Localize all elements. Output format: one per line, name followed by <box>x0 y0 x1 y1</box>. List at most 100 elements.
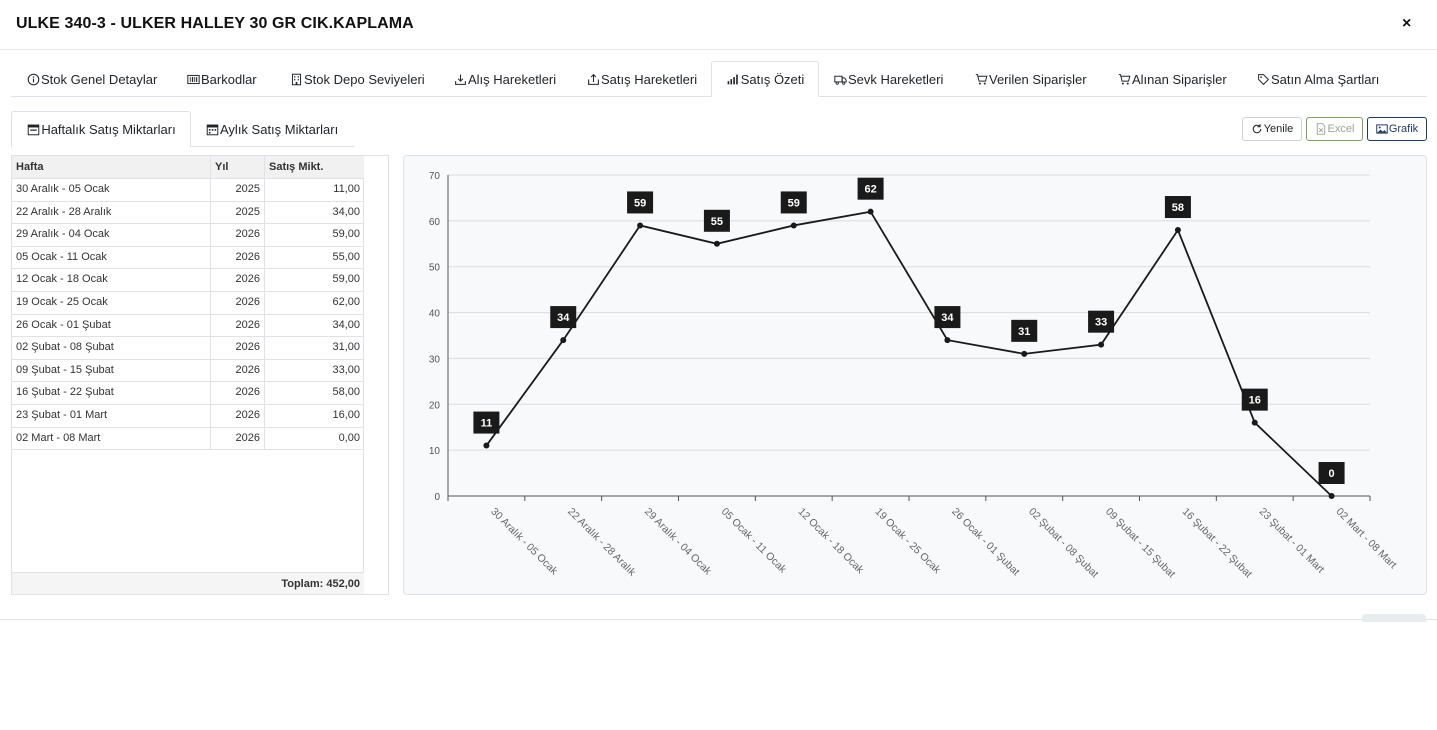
year-cell: 2025 <box>211 179 265 201</box>
upload-icon <box>586 72 600 86</box>
table-row[interactable]: 02 Mart - 08 Mart 2026 0,00 <box>12 427 364 451</box>
tab-sales-movements[interactable]: Satış Hareketleri <box>586 61 697 97</box>
data-label: 62 <box>864 184 876 196</box>
x-tick-label: 22 Aralık - 28 Aralık <box>565 506 638 579</box>
data-label-box <box>857 177 884 200</box>
table-row[interactable]: 22 Aralık - 28 Aralık 2025 34,00 <box>12 201 364 225</box>
bar-chart-icon <box>726 72 740 86</box>
weekly-sales-table-panel: Hafta Yıl Satış Mikt. 30 Aralık - 05 Oca… <box>11 155 389 595</box>
tag-icon <box>1256 72 1270 86</box>
table-row[interactable]: 29 Aralık - 04 Ocak 2026 59,00 <box>12 224 364 247</box>
sales-chart-panel: 0 10 20 30 40 50 60 70 30 Aralık - 05 Ocak 22 Ara… <box>403 155 1427 595</box>
tab-label: Haftalık Satış Miktarları <box>41 121 176 137</box>
quantity-cell: 34,00 <box>332 318 360 331</box>
close-button[interactable]: × <box>1402 15 1412 32</box>
table-header: Hafta Yıl Satış Mikt. <box>12 156 364 179</box>
chart-label: Grafik <box>1388 123 1419 135</box>
chart-view-button[interactable]: Grafik <box>1367 117 1427 141</box>
tab-monthly-sales[interactable]: Aylık Satış Miktarları <box>205 111 338 147</box>
tab-purchase-movements[interactable]: Alış Hareketleri <box>453 61 556 97</box>
truck-icon <box>833 72 847 86</box>
data-point <box>637 222 644 229</box>
column-header-week[interactable]: Hafta <box>12 156 211 179</box>
year-cell: 2026 <box>211 404 265 427</box>
y-tick-label: 40 <box>429 309 441 320</box>
tab-stock-general-details[interactable]: Stok Genel Detaylar <box>26 61 157 97</box>
quantity-cell: 0,00 <box>338 431 360 444</box>
table-total: Toplam: 452,00 <box>12 572 364 594</box>
sub-tab-bar: Haftalık Satış Miktarları Aylık Satış Mi… <box>11 111 354 147</box>
week-cell: 22 Aralık - 28 Aralık <box>12 201 211 224</box>
table-row[interactable]: 09 Şubat - 15 Şubat 2026 33,00 <box>12 359 364 383</box>
year-cell: 2026 <box>211 359 265 382</box>
year-cell: 2026 <box>211 269 265 292</box>
calendar-month-icon <box>205 122 219 136</box>
y-tick-label: 70 <box>429 171 441 182</box>
data-label: 58 <box>1172 202 1184 214</box>
refresh-button[interactable]: Yenile <box>1242 117 1302 141</box>
excel-export-button[interactable]: Excel <box>1306 117 1363 141</box>
data-label-box <box>934 306 961 329</box>
quantity-cell: 31,00 <box>332 341 360 354</box>
excel-label: Excel <box>1327 123 1355 135</box>
data-point <box>1174 227 1181 234</box>
weekly-sales-line-chart: 0 10 20 30 40 50 60 70 30 Aralık - 05 Ocak 22 Ara… <box>429 171 1399 581</box>
data-point <box>867 208 874 215</box>
y-tick-label: 50 <box>429 263 441 274</box>
week-cell: 02 Mart - 08 Mart <box>12 427 211 450</box>
tab-stock-warehouse-levels[interactable]: Stok Depo Seviyeleri <box>289 61 425 97</box>
tab-label: Satış Hareketleri <box>601 71 698 87</box>
tab-label: Sevk Hareketleri <box>848 71 944 87</box>
quantity-cell: 62,00 <box>332 295 360 308</box>
table-row[interactable]: 02 Şubat - 08 Şubat 2026 31,00 <box>12 337 364 360</box>
year-cell: 2026 <box>211 427 265 450</box>
cart-icon <box>1117 72 1131 86</box>
year-cell: 2025 <box>211 201 265 224</box>
data-label: 59 <box>788 197 800 209</box>
y-tick-label: 20 <box>429 400 441 411</box>
week-cell: 26 Ocak - 01 Şubat <box>12 314 211 337</box>
data-label-box <box>703 209 730 232</box>
stock-detail-modal: ULKE 340-3 - ULKER HALLEY 30 GR CIK.KAPL… <box>0 15 1437 620</box>
table-row[interactable]: 12 Ocak - 18 Ocak 2026 59,00 <box>12 269 364 292</box>
table-row[interactable]: 16 Şubat - 22 Şubat 2026 58,00 <box>12 382 364 405</box>
quantity-cell: 58,00 <box>332 386 360 399</box>
year-cell: 2026 <box>211 224 265 247</box>
data-label: 59 <box>634 197 646 209</box>
tab-label: Aylık Satış Miktarları <box>220 121 339 137</box>
data-point <box>1328 493 1335 499</box>
table-row[interactable]: 19 Ocak - 25 Ocak 2026 62,00 <box>12 291 364 315</box>
barcode-icon <box>186 72 200 86</box>
data-point <box>1021 350 1028 357</box>
quantity-cell: 33,00 <box>332 363 360 376</box>
table-row[interactable]: 26 Ocak - 01 Şubat 2026 34,00 <box>12 314 364 338</box>
x-tick-label: 02 Şubat - 08 Şubat <box>1026 506 1101 581</box>
tab-barcodes[interactable]: Barkodlar <box>186 61 257 97</box>
data-point <box>944 337 951 344</box>
column-header-quantity[interactable]: Satış Mikt. <box>269 161 324 173</box>
tab-label: Verilen Siparişler <box>989 71 1087 87</box>
info-icon <box>26 72 40 86</box>
table-row[interactable]: 05 Ocak - 11 Ocak 2026 55,00 <box>12 246 364 270</box>
data-point <box>713 240 720 247</box>
quantity-cell: 59,00 <box>332 273 360 286</box>
tab-weekly-sales[interactable]: Haftalık Satış Miktarları <box>11 111 191 147</box>
data-label: 31 <box>1018 326 1030 338</box>
tab-placed-orders[interactable]: Verilen Siparişler <box>974 61 1087 97</box>
table-row[interactable]: 23 Şubat - 01 Mart 2026 16,00 <box>12 404 364 428</box>
tab-shipment-movements[interactable]: Sevk Hareketleri <box>833 61 943 97</box>
data-label-box <box>1241 388 1268 411</box>
background-tab-fragment <box>1362 614 1426 622</box>
tab-sales-summary[interactable]: Satış Özeti <box>711 61 819 97</box>
tab-purchase-terms[interactable]: Satın Alma Şartları <box>1256 61 1379 97</box>
table-row[interactable]: 30 Aralık - 05 Ocak 2025 11,00 <box>12 179 364 202</box>
x-tick-label: 16 Şubat - 22 Şubat <box>1180 506 1255 581</box>
x-tick-label: 30 Aralık - 05 Ocak <box>488 506 560 578</box>
column-header-year[interactable]: Yıl <box>211 156 265 179</box>
data-label-box <box>780 191 807 214</box>
tab-received-orders[interactable]: Alınan Siparişler <box>1117 61 1227 97</box>
modal-title: ULKE 340-3 - ULKER HALLEY 30 GR CIK.KAPL… <box>16 15 414 32</box>
week-cell: 12 Ocak - 18 Ocak <box>12 269 211 292</box>
data-point <box>560 337 567 344</box>
image-icon <box>1376 124 1388 134</box>
